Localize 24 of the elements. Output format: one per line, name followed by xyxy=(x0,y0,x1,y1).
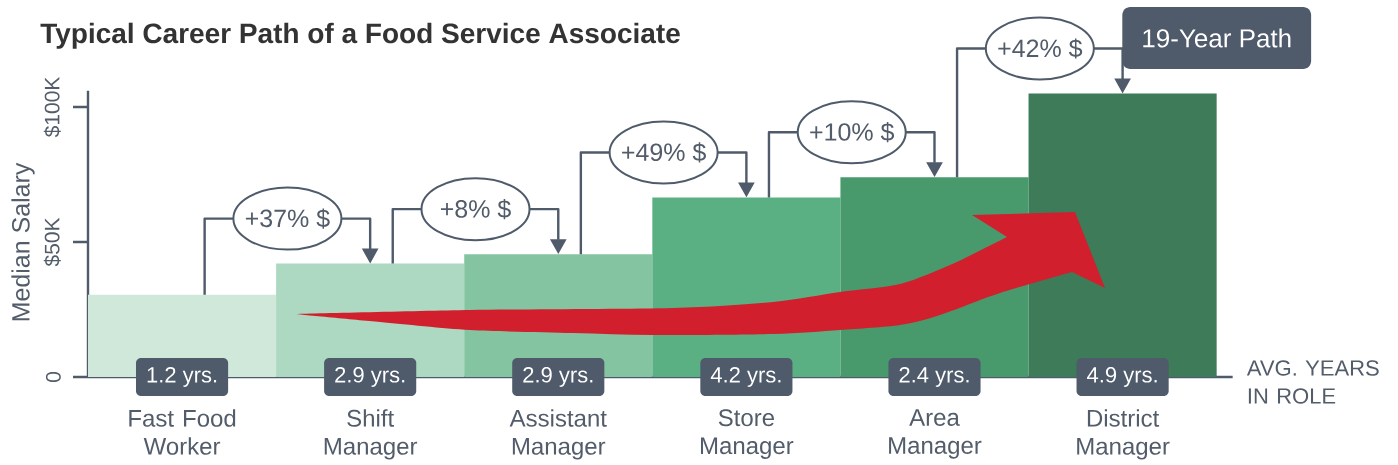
x-tick-label: Area Manager xyxy=(889,409,982,459)
x-tick-label: Shift Manager xyxy=(324,409,418,460)
annotation: +10% $ xyxy=(810,122,895,143)
x-axis-title: AVG. YEARS IN ROLE xyxy=(1246,360,1379,404)
x-tick-label: District Manager xyxy=(1077,409,1170,460)
annotation: +42% $ xyxy=(998,38,1083,59)
annotation: +37% $ xyxy=(245,208,330,229)
annotation: +49% $ xyxy=(622,142,706,163)
y-tick-label: $100K xyxy=(43,76,61,138)
annotation: +8% $ xyxy=(440,199,511,220)
text: 19-Year Path xyxy=(1143,28,1291,48)
annotation: 4.2 yrs. xyxy=(710,367,781,387)
y-tick-label: $50K xyxy=(43,217,61,267)
y-axis-title: Median Salary xyxy=(11,162,35,321)
annotation: 2.9 yrs. xyxy=(523,367,593,387)
annotation: 4.9 yrs. xyxy=(1087,367,1157,387)
annotation: 2.9 yrs. xyxy=(335,367,405,387)
y-tick-label: 0 xyxy=(45,371,61,383)
chart-title: Typical Career Path of a Food Service Associate xyxy=(40,22,680,49)
x-tick-label: Assistant Manager xyxy=(509,409,607,460)
x-tick-label: Fast Food Worker xyxy=(129,409,236,455)
annotation: 2.4 yrs. xyxy=(899,367,969,387)
annotation: 1.2 yrs. xyxy=(147,367,217,387)
x-tick-label: Store Manager xyxy=(700,409,794,459)
